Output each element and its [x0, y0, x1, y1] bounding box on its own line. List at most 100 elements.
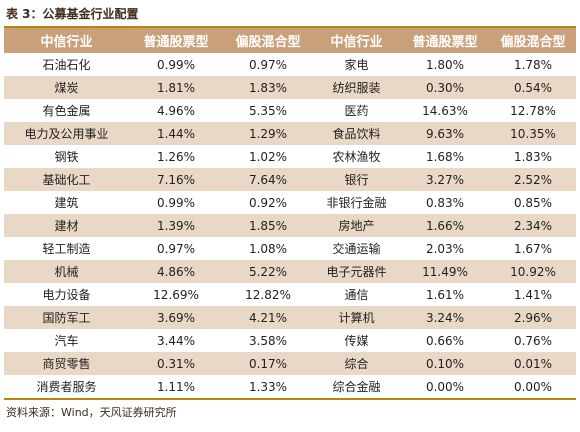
cell-stock-right: 1.66%	[400, 214, 490, 237]
cell-stock-right: 3.27%	[400, 168, 490, 191]
cell-hybrid-left: 5.22%	[223, 260, 313, 283]
cell-hybrid-left: 1.83%	[223, 76, 313, 99]
cell-stock-right: 0.66%	[425, 333, 465, 348]
source-note: 资料来源：Wind，天风证券研究所	[6, 406, 177, 419]
industry-allocation-table: 中信行业 普通股票型 偏股混合型 中信行业 普通股票型 偏股混合型 石油石化 0.…	[4, 28, 576, 398]
cell-stock-left: 1.11%	[156, 379, 196, 394]
cell-industry-right: 纺织服装	[313, 76, 400, 99]
cell-stock-right: 0.00%	[425, 379, 465, 394]
cell-industry-left: 有色金属	[42, 104, 91, 118]
cell-industry-left: 电力及公用事业	[4, 122, 129, 145]
cell-hybrid-right: 0.85%	[513, 195, 553, 210]
header-row: 中信行业 普通股票型 偏股混合型 中信行业 普通股票型 偏股混合型	[4, 28, 576, 53]
cell-industry-right: 综合金融	[332, 380, 381, 394]
cell-stock-left: 3.44%	[156, 333, 196, 348]
header-industry-right: 中信行业	[313, 28, 400, 53]
cell-hybrid-left: 1.29%	[223, 122, 313, 145]
header-industry-left: 中信行业	[4, 28, 129, 53]
cell-industry-right: 传媒	[344, 334, 369, 348]
bottom-rule	[4, 398, 576, 400]
cell-industry-right: 非银行金融	[326, 196, 387, 210]
cell-stock-left: 0.99%	[156, 57, 196, 72]
cell-hybrid-left: 7.64%	[223, 168, 313, 191]
cell-hybrid-right: 0.01%	[490, 352, 576, 375]
table-row: 建材 1.39% 1.85% 房地产 1.66% 2.34%	[4, 214, 576, 237]
cell-hybrid-right: 10.35%	[490, 122, 576, 145]
cell-industry-left: 钢铁	[54, 150, 79, 164]
cell-stock-right: 1.68%	[425, 149, 465, 164]
table-row: 有色金属 4.96% 5.35% 医药 14.63% 12.78%	[4, 99, 576, 122]
header-stock-right: 普通股票型	[400, 28, 490, 53]
table-row: 电力及公用事业 1.44% 1.29% 食品饮料 9.63% 10.35%	[4, 122, 576, 145]
cell-stock-left: 0.97%	[156, 241, 196, 256]
cell-hybrid-right: 2.96%	[490, 306, 576, 329]
cell-hybrid-left: 5.35%	[248, 103, 288, 118]
table-row: 商贸零售 0.31% 0.17% 综合 0.10% 0.01%	[4, 352, 576, 375]
cell-hybrid-right: 2.34%	[490, 214, 576, 237]
cell-stock-left: 7.16%	[129, 168, 223, 191]
cell-hybrid-left: 0.92%	[248, 195, 288, 210]
cell-industry-right: 家电	[344, 58, 369, 72]
table-row: 国防军工 3.69% 4.21% 计算机 3.24% 2.96%	[4, 306, 576, 329]
cell-industry-left: 国防军工	[4, 306, 129, 329]
table-row: 煤炭 1.81% 1.83% 纺织服装 0.30% 0.54%	[4, 76, 576, 99]
cell-hybrid-left: 12.82%	[245, 287, 291, 302]
cell-hybrid-right: 1.83%	[513, 149, 553, 164]
cell-industry-right: 房地产	[313, 214, 400, 237]
cell-stock-left: 3.69%	[129, 306, 223, 329]
table-row: 机械 4.86% 5.22% 电子元器件 11.49% 10.92%	[4, 260, 576, 283]
cell-industry-left: 机械	[4, 260, 129, 283]
cell-stock-left: 4.96%	[156, 103, 196, 118]
table-row: 消费者服务 1.11% 1.33% 综合金融 0.00% 0.00%	[4, 375, 576, 398]
cell-hybrid-right: 0.00%	[513, 379, 553, 394]
cell-stock-right: 1.80%	[425, 57, 465, 72]
cell-industry-right: 计算机	[313, 306, 400, 329]
cell-stock-right: 11.49%	[400, 260, 490, 283]
header-hybrid-right: 偏股混合型	[490, 28, 576, 53]
cell-industry-left: 商贸零售	[4, 352, 129, 375]
cell-industry-left: 轻工制造	[42, 242, 91, 256]
cell-industry-right: 交通运输	[332, 242, 381, 256]
cell-industry-left: 建筑	[54, 196, 79, 210]
table-row: 轻工制造 0.97% 1.08% 交通运输 2.03% 1.67%	[4, 237, 576, 260]
cell-stock-right: 0.10%	[400, 352, 490, 375]
cell-hybrid-left: 0.17%	[223, 352, 313, 375]
cell-stock-left: 1.81%	[129, 76, 223, 99]
cell-stock-right: 0.83%	[425, 195, 465, 210]
cell-industry-right: 综合	[313, 352, 400, 375]
cell-stock-right: 2.03%	[425, 241, 465, 256]
cell-industry-right: 食品饮料	[313, 122, 400, 145]
cell-hybrid-left: 1.33%	[248, 379, 288, 394]
cell-industry-left: 电力设备	[42, 288, 91, 302]
cell-hybrid-left: 1.08%	[248, 241, 288, 256]
cell-industry-left: 煤炭	[4, 76, 129, 99]
cell-industry-left: 建材	[4, 214, 129, 237]
cell-hybrid-right: 0.76%	[513, 333, 553, 348]
cell-stock-right: 3.24%	[400, 306, 490, 329]
caption-rule	[4, 26, 576, 28]
table-caption: 表 3：公募基金行业配置	[6, 7, 139, 21]
cell-stock-left: 12.69%	[153, 287, 199, 302]
table-row: 基础化工 7.16% 7.64% 银行 3.27% 2.52%	[4, 168, 576, 191]
cell-hybrid-right: 0.54%	[490, 76, 576, 99]
cell-stock-right: 1.61%	[425, 287, 465, 302]
table-row: 汽车 3.44% 3.58% 传媒 0.66% 0.76%	[4, 329, 576, 352]
table-body: 石油石化 0.99% 0.97% 家电 1.80% 1.78% 煤炭 1.81% 1.83% 纺织…	[4, 53, 576, 398]
header-hybrid-left: 偏股混合型	[223, 28, 313, 53]
cell-hybrid-right: 1.78%	[513, 57, 553, 72]
cell-stock-right: 14.63%	[422, 103, 468, 118]
cell-stock-left: 1.44%	[129, 122, 223, 145]
cell-industry-left: 消费者服务	[36, 380, 97, 394]
table-header: 中信行业 普通股票型 偏股混合型 中信行业 普通股票型 偏股混合型	[4, 28, 576, 53]
cell-hybrid-left: 4.21%	[223, 306, 313, 329]
cell-industry-right: 银行	[313, 168, 400, 191]
table-row: 电力设备 12.69% 12.82% 通信 1.61% 1.41%	[4, 283, 576, 306]
cell-industry-right: 农林渔牧	[332, 150, 381, 164]
table-row: 钢铁 1.26% 1.02% 农林渔牧 1.68% 1.83%	[4, 145, 576, 168]
cell-hybrid-right: 10.92%	[490, 260, 576, 283]
cell-hybrid-right: 1.41%	[513, 287, 553, 302]
table-row: 石油石化 0.99% 0.97% 家电 1.80% 1.78%	[4, 53, 576, 76]
header-stock-left: 普通股票型	[129, 28, 223, 53]
cell-industry-right: 通信	[344, 288, 369, 302]
